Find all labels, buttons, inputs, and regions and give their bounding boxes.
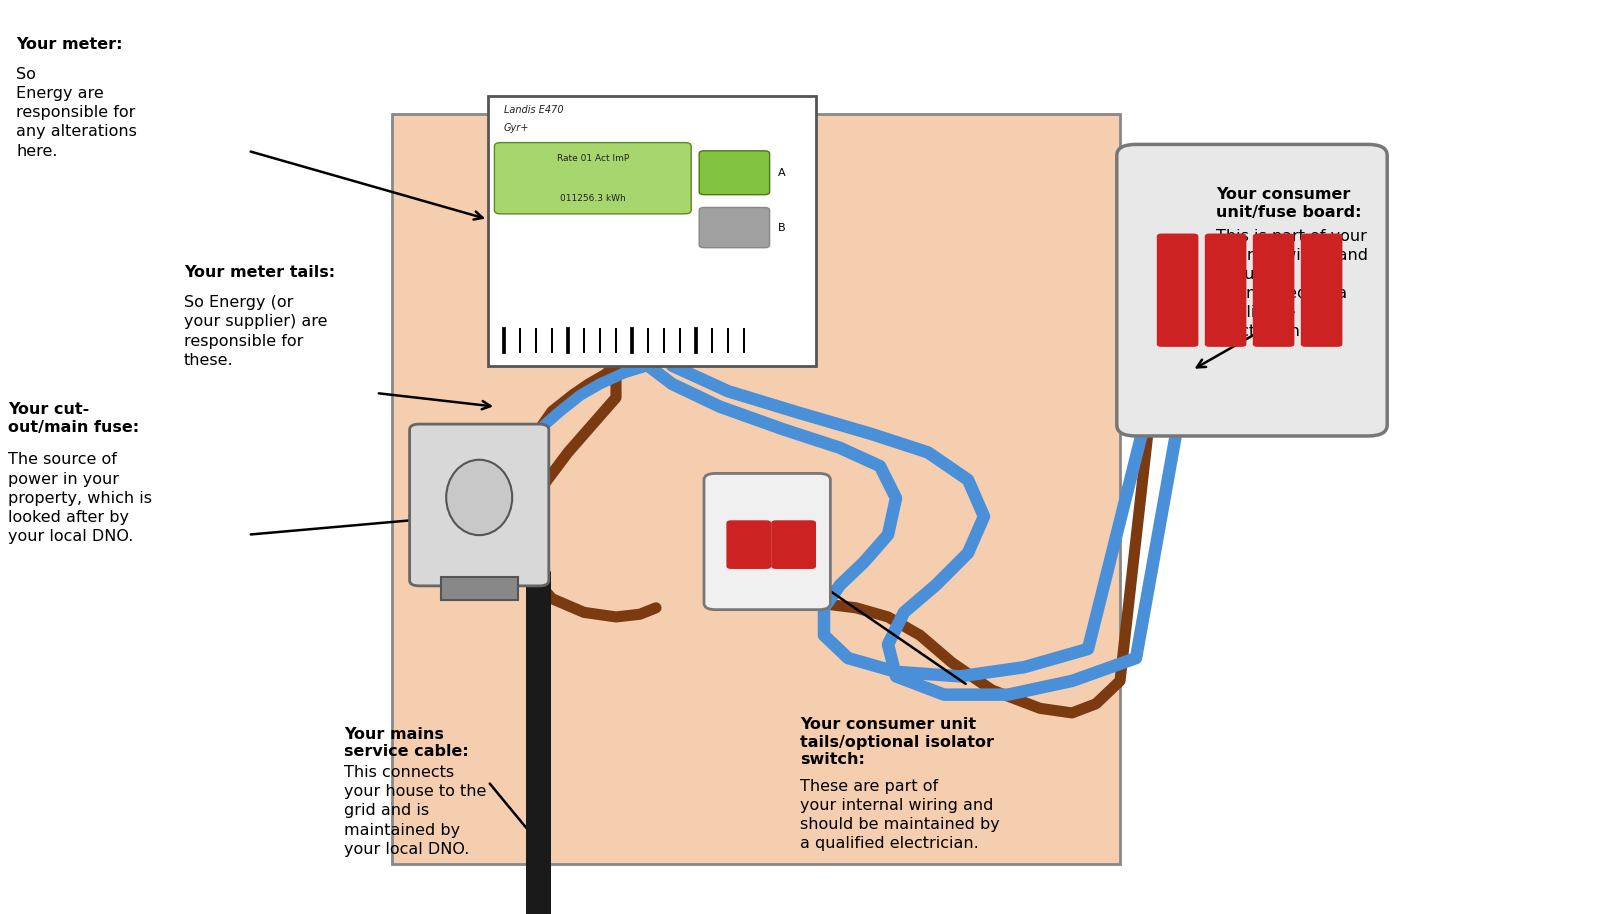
- Text: Your consumer unit
tails/optional isolator
switch:: Your consumer unit tails/optional isolat…: [800, 717, 994, 767]
- Ellipse shape: [446, 460, 512, 536]
- FancyBboxPatch shape: [699, 207, 770, 248]
- Text: The source of
power in your
property, which is
looked after by
your local DNO.: The source of power in your property, wh…: [8, 452, 152, 544]
- FancyBboxPatch shape: [1301, 233, 1342, 346]
- Text: Gyr+: Gyr+: [504, 123, 530, 133]
- Text: Your mains
service cable:: Your mains service cable:: [344, 727, 469, 759]
- Text: These are part of
your internal wiring and
should be maintained by
a qualified e: These are part of your internal wiring a…: [800, 779, 1000, 851]
- FancyBboxPatch shape: [494, 143, 691, 214]
- FancyBboxPatch shape: [771, 520, 816, 569]
- FancyBboxPatch shape: [442, 577, 518, 600]
- Text: Your consumer
unit/fuse board:: Your consumer unit/fuse board:: [1216, 187, 1362, 219]
- FancyBboxPatch shape: [410, 424, 549, 586]
- FancyBboxPatch shape: [1205, 233, 1246, 346]
- FancyBboxPatch shape: [488, 96, 816, 366]
- Text: Your meter:: Your meter:: [16, 37, 123, 51]
- FancyBboxPatch shape: [726, 520, 771, 569]
- FancyBboxPatch shape: [1253, 233, 1294, 346]
- Text: So Energy (or
your supplier) are
responsible for
these.: So Energy (or your supplier) are respons…: [184, 295, 328, 367]
- Text: This connects
your house to the
grid and is
maintained by
your local DNO.: This connects your house to the grid and…: [344, 765, 486, 856]
- Text: A: A: [778, 168, 786, 177]
- FancyBboxPatch shape: [392, 114, 1120, 864]
- Text: Rate 01 Act ImP: Rate 01 Act ImP: [557, 154, 629, 163]
- Text: Your meter tails:: Your meter tails:: [184, 265, 334, 280]
- Text: 011256.3 kWh: 011256.3 kWh: [560, 194, 626, 203]
- FancyBboxPatch shape: [1157, 233, 1198, 346]
- FancyBboxPatch shape: [704, 473, 830, 610]
- Text: Your cut-
out/main fuse:: Your cut- out/main fuse:: [8, 402, 139, 434]
- Text: So
Energy are
responsible for
any alterations
here.: So Energy are responsible for any altera…: [16, 67, 138, 158]
- Text: B: B: [778, 223, 786, 232]
- FancyBboxPatch shape: [699, 151, 770, 195]
- FancyBboxPatch shape: [1117, 144, 1387, 436]
- Text: Landis E470: Landis E470: [504, 105, 563, 115]
- Text: This is part of your
internal wiring and
should be
maintained by a
qualified
ele: This is part of your internal wiring and…: [1216, 228, 1368, 339]
